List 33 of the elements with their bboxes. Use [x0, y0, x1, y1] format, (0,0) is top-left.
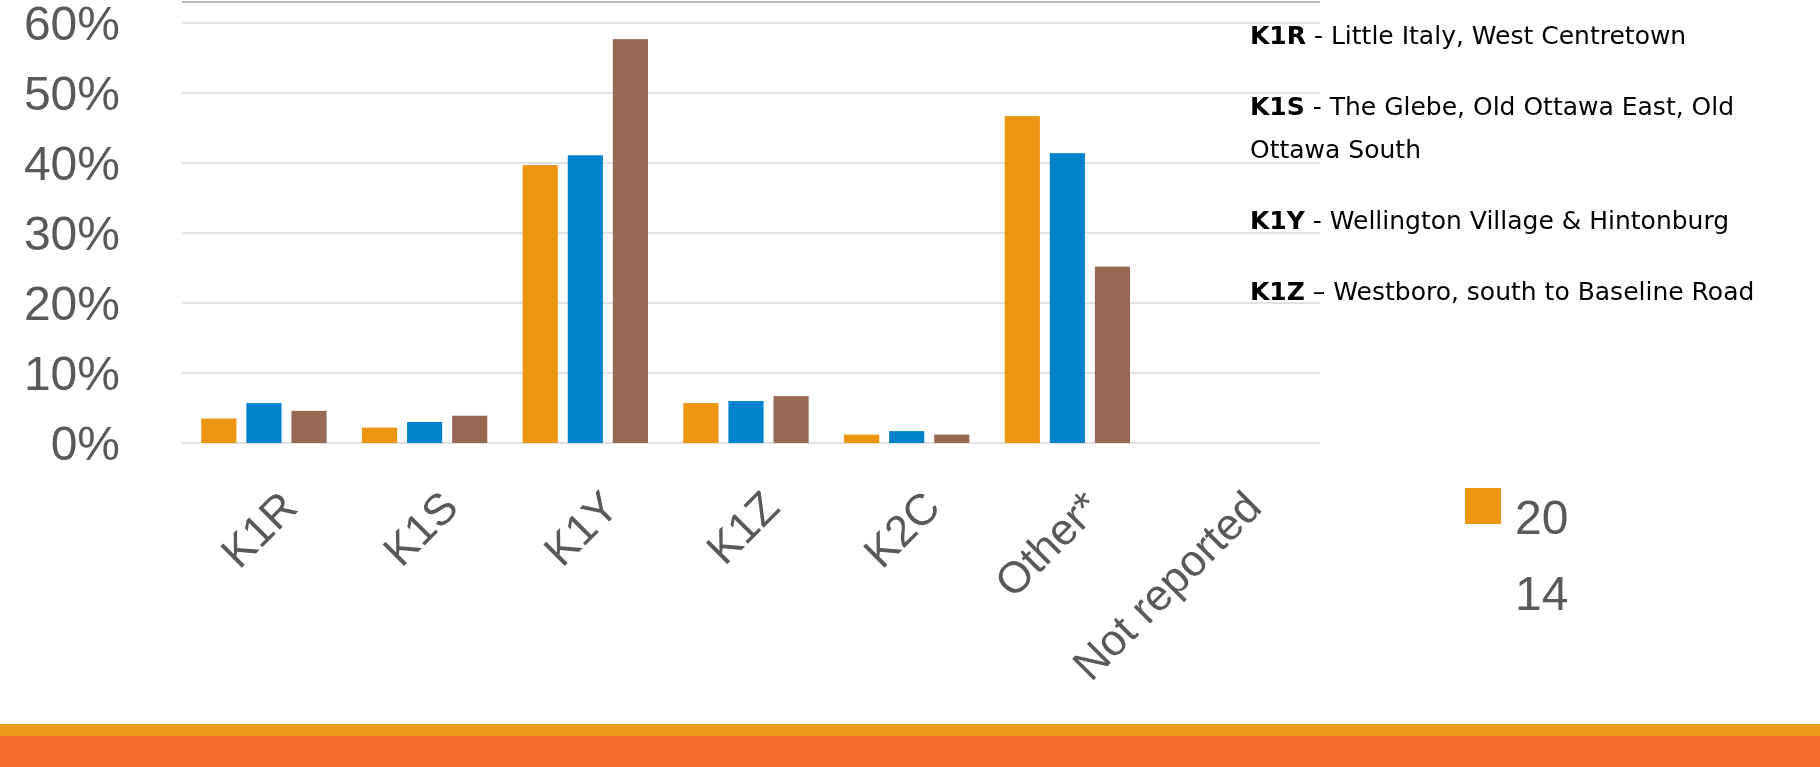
annotation: K1Y - Wellington Village & Hintonburg	[1250, 205, 1731, 237]
y-tick-label: 30%	[23, 207, 120, 261]
annotation: K1S - The Glebe, Old Ottawa East, Old Ottawa South	[1250, 91, 1736, 166]
legend-label: 2014	[1515, 490, 1570, 622]
bar	[291, 410, 327, 443]
bar	[407, 422, 443, 443]
y-tick-label: 20%	[23, 277, 120, 331]
bar	[728, 401, 764, 443]
bar	[361, 427, 398, 443]
y-tick-label: 40%	[23, 137, 120, 191]
x-tick-label: K1R	[210, 481, 307, 577]
bar	[522, 165, 558, 443]
bar	[889, 431, 925, 443]
annotation: K1R - Little Italy, West Centretown	[1250, 20, 1688, 52]
y-tick-label: 50%	[23, 67, 120, 121]
x-tick-label: K1S	[373, 481, 467, 575]
y-tick-label: 0%	[50, 417, 120, 471]
y-tick-label: 60%	[23, 0, 120, 51]
bar	[246, 403, 282, 443]
bar	[683, 403, 719, 443]
bar	[452, 415, 488, 443]
bar	[567, 155, 603, 443]
bar	[612, 39, 648, 443]
x-tick-label: K1Z	[696, 481, 789, 574]
bar	[201, 418, 237, 443]
bar	[844, 434, 880, 443]
annotation: K1Z – Westboro, south to Baseline Road	[1250, 276, 1756, 308]
bar	[934, 434, 970, 443]
y-tick-label: 10%	[23, 347, 120, 401]
bar	[1094, 266, 1131, 443]
bar	[773, 396, 809, 443]
bar	[1004, 116, 1040, 443]
bar	[1049, 153, 1085, 443]
